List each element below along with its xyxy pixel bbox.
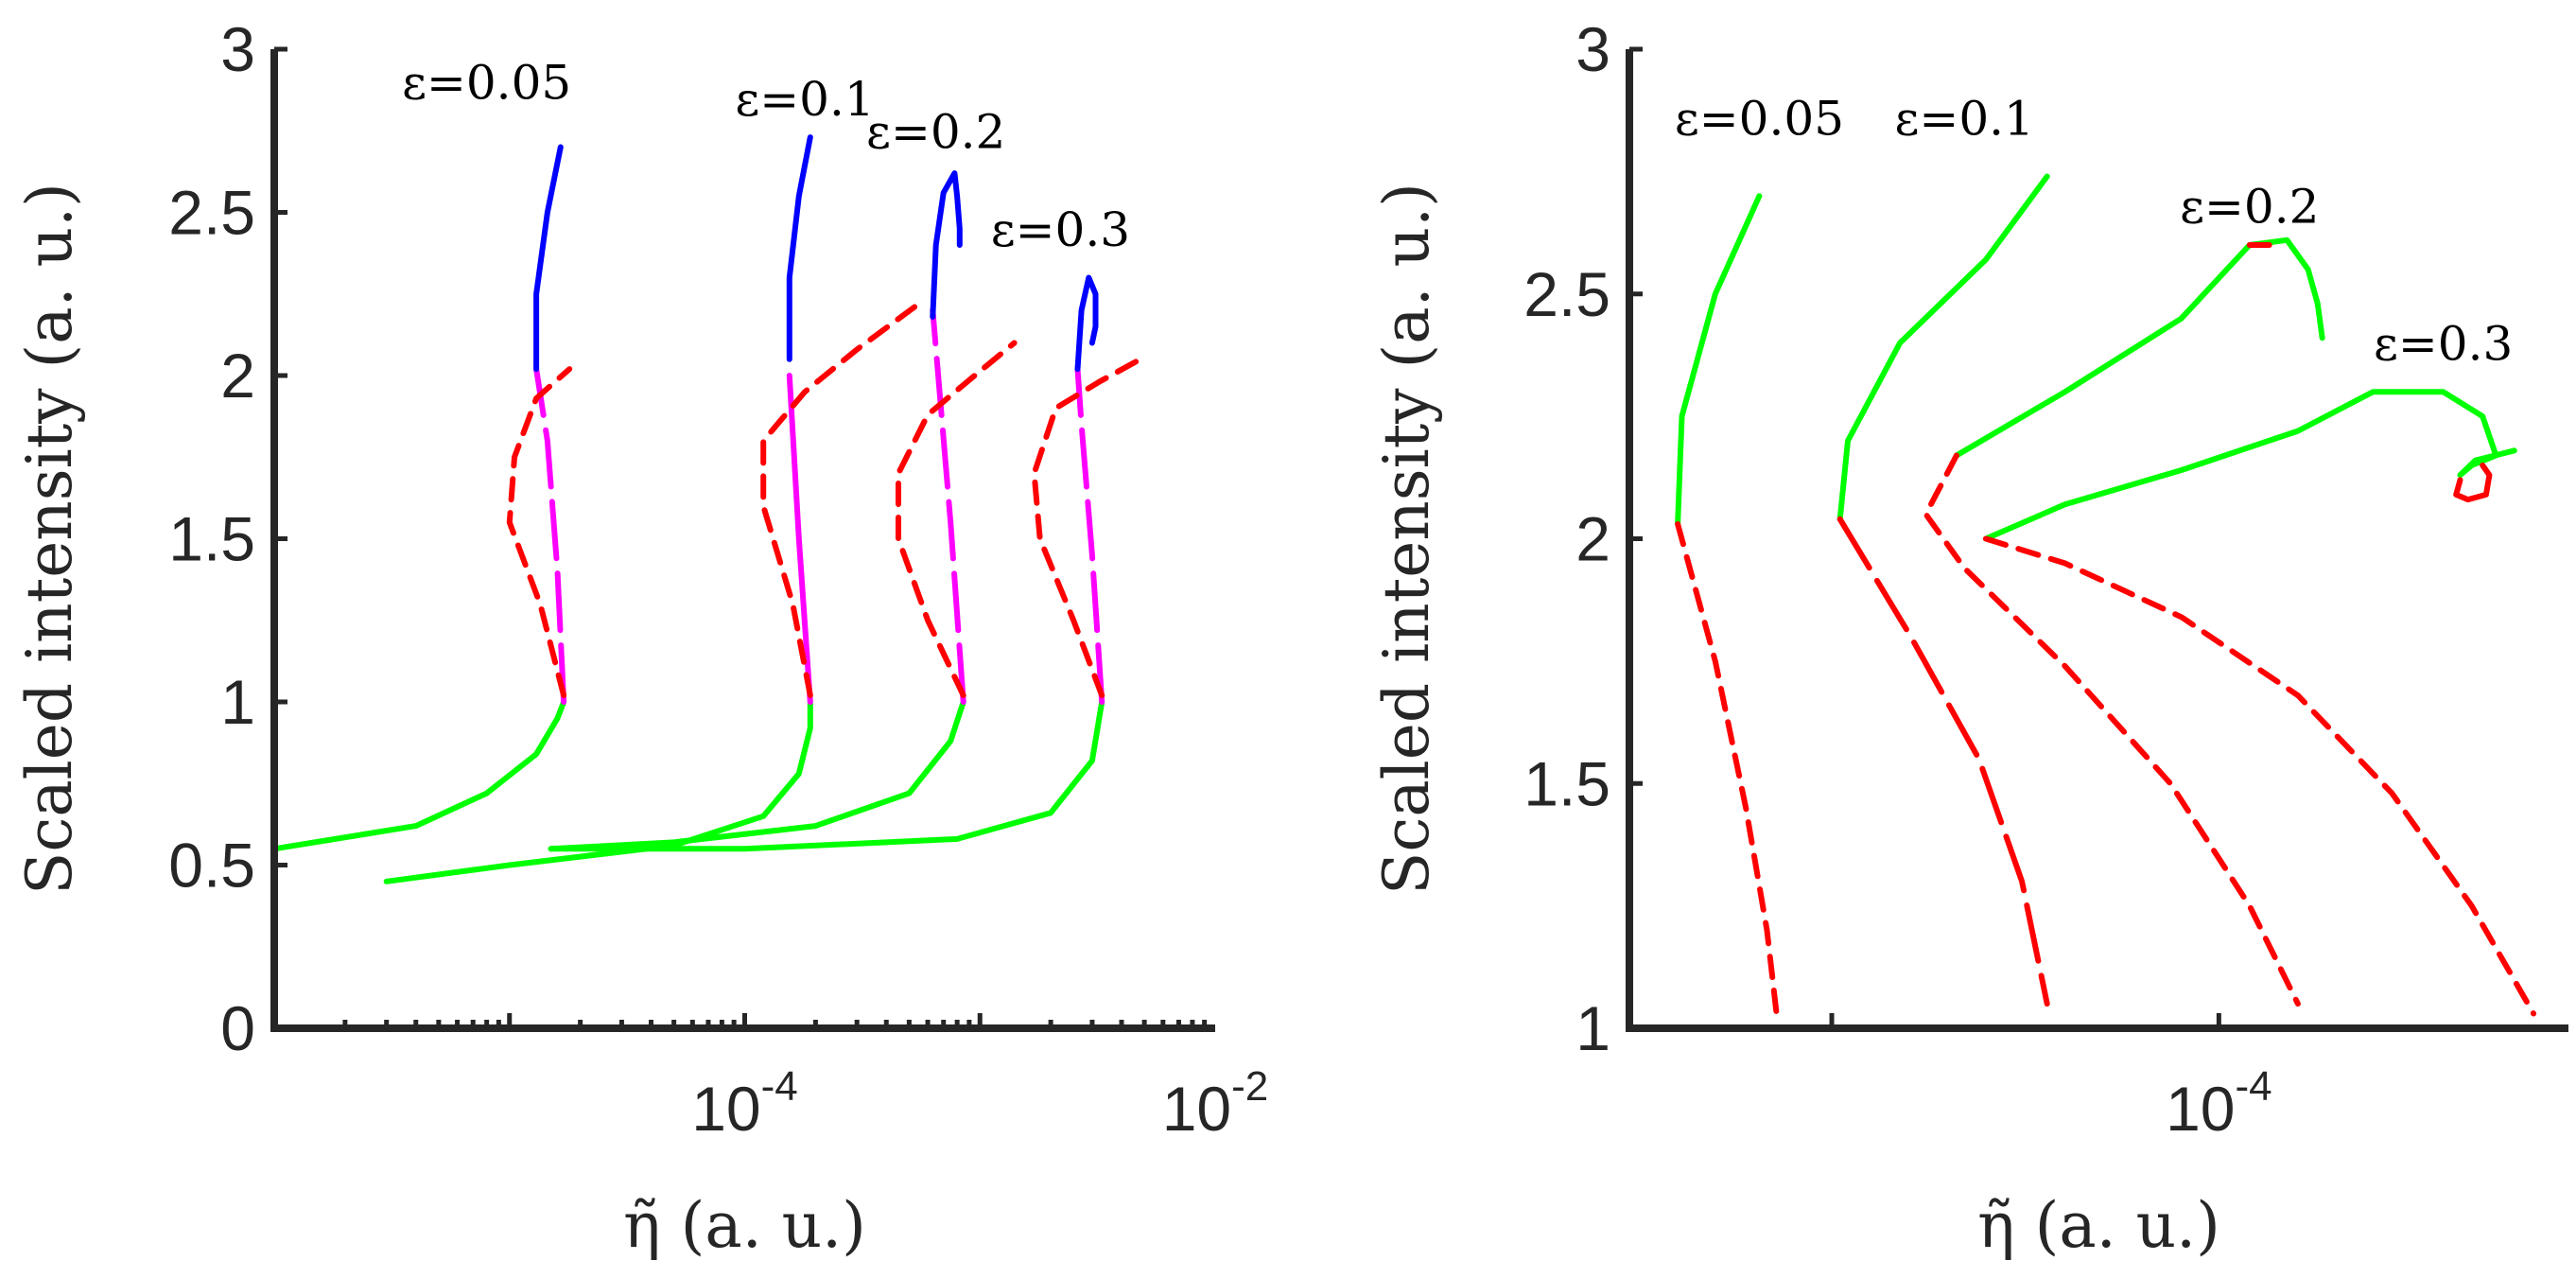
panel-left-series-9 xyxy=(930,307,966,705)
panel-right-ytick-label-2: 2 xyxy=(1575,504,1610,574)
panel-left-ytick-label-6: 3 xyxy=(220,14,255,84)
panel-left-xtick-label-1: 10-2 xyxy=(1162,1063,1269,1144)
panel-right-x-axis-label: η̃ (a. u.) xyxy=(1977,1189,2220,1262)
panel-right-series-2 xyxy=(1836,173,2050,522)
panel-left-annotation-1: ε=0.1 xyxy=(735,72,874,127)
panel-right-ytick-label-1: 1.5 xyxy=(1523,748,1610,818)
panel-right-y-axis-label: Scaled intensity (a. u.) xyxy=(1370,183,1443,895)
panel-right-ytick-label-3: 2.5 xyxy=(1523,259,1610,329)
panel-right-annotation-1: ε=0.1 xyxy=(1895,91,2034,146)
panel-left-series-0 xyxy=(271,699,567,852)
panel-left-series-1 xyxy=(533,366,567,705)
panel-right-series-7 xyxy=(1982,389,2517,542)
panel-left-series-5 xyxy=(786,373,813,705)
panel-left-series-14 xyxy=(1031,356,1143,699)
left-panel: 0 0.5 1 1.5 2 2.5 3 10-4 10-2 η̃ (a. u.) Scaled in… xyxy=(13,14,1268,1262)
panel-right-series-9 xyxy=(2453,462,2493,503)
panel-right-series-3 xyxy=(1836,516,2050,1007)
panel-left-series-6 xyxy=(760,301,922,699)
panel-left-series-8 xyxy=(548,699,966,852)
panel-left-series-10 xyxy=(896,340,1018,699)
panel-left-annotation-2: ε=0.2 xyxy=(866,104,1005,159)
panel-left-series-15 xyxy=(1074,274,1099,373)
panel-right-annotation-2: ε=0.2 xyxy=(2180,180,2319,235)
panel-left-ytick-label-1: 0.5 xyxy=(168,831,255,901)
panel-left-y-axis-label: Scaled intensity (a. u.) xyxy=(13,183,86,895)
panel-left-xtick-label-0: 10-4 xyxy=(691,1063,798,1144)
panel-right-series-4 xyxy=(1953,236,2325,459)
panel-right-annotation-3: ε=0.3 xyxy=(2374,317,2513,372)
panel-left-series-12 xyxy=(548,699,1105,852)
panel-left-series-7 xyxy=(786,134,813,362)
panel-left-ytick-label-5: 2.5 xyxy=(168,178,255,248)
panel-left-ytick-label-3: 1.5 xyxy=(168,504,255,574)
panel-right-ytick-label-4: 3 xyxy=(1575,14,1610,84)
panel-right-xtick-label-0: 10-4 xyxy=(2166,1063,2272,1144)
panel-right-series-1 xyxy=(1675,521,1780,1017)
panel-left-series-2 xyxy=(506,366,573,699)
panel-right-annotation-0: ε=0.05 xyxy=(1675,91,1844,146)
panel-left-annotation-3: ε=0.3 xyxy=(991,202,1130,257)
panel-right-ytick-label-0: 1 xyxy=(1575,993,1610,1063)
panel-left-annotation-0: ε=0.05 xyxy=(402,56,571,111)
panel-left-ytick-label-4: 2 xyxy=(220,341,255,411)
panel-left-series-3 xyxy=(533,144,564,373)
panel-right-series-5 xyxy=(1923,452,2301,1007)
panel-left-ytick-label-0: 0 xyxy=(220,993,255,1063)
right-panel: 1 1.5 2 2.5 3 10-4 η̃ (a. u.) Scaled intensity … xyxy=(1370,14,2568,1262)
panel-left-series-4 xyxy=(383,699,813,884)
panel-right-series-8 xyxy=(1982,535,2537,1017)
panel-left-ytick-label-2: 1 xyxy=(220,667,255,737)
panel-right-series-0 xyxy=(1675,193,1763,527)
panel-left-series-13 xyxy=(1074,366,1105,705)
panel-left-x-axis-label: η̃ (a. u.) xyxy=(623,1189,866,1262)
panel-left-series-11 xyxy=(930,170,963,320)
